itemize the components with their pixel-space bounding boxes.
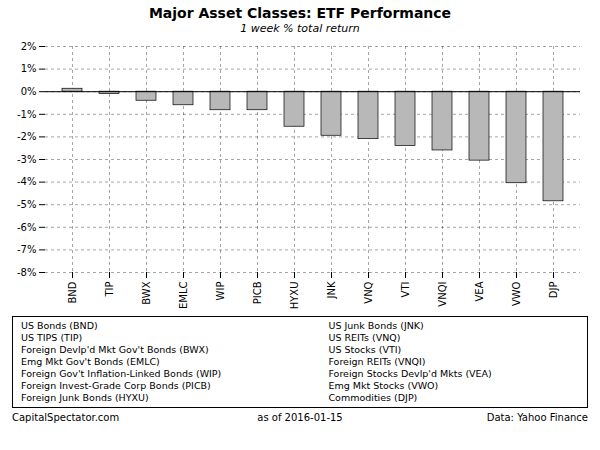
svg-text:VNQI: VNQI — [437, 282, 448, 307]
svg-text:DJP: DJP — [548, 282, 559, 299]
html-text:Foreign Stocks Devlp'd Mkts (V: Foreign Stocks Devlp'd Mkts (VEA) — [328, 368, 492, 379]
html-text:US Junk Bonds (JNK): US Junk Bonds (JNK) — [328, 320, 424, 331]
html-text:Major Asset Classes: ETF Perfo: Major Asset Classes: ETF Performance — [148, 5, 452, 21]
html-text:Foreign Junk Bonds (HYXU): Foreign Junk Bonds (HYXU) — [21, 392, 149, 403]
svg-text:BND: BND — [67, 281, 78, 303]
html-text:Foreign Devlp'd Mkt Gov't Bond: Foreign Devlp'd Mkt Gov't Bonds (BWX) — [21, 344, 209, 355]
html-text:US TIPS (TIP): US TIPS (TIP) — [21, 332, 83, 343]
svg-text:-1%: -1% — [17, 109, 36, 120]
svg-text:-6%: -6% — [17, 222, 36, 233]
svg-text:VNQ: VNQ — [363, 281, 374, 303]
svg-text:2%: 2% — [21, 41, 37, 52]
svg-text:-8%: -8% — [17, 267, 36, 278]
svg-text:1%: 1% — [21, 63, 37, 74]
html-text:Foreign Gov't Inflation-Linked: Foreign Gov't Inflation-Linked Bonds (WI… — [21, 368, 222, 379]
svg-text:VTI: VTI — [400, 282, 411, 298]
svg-text:HYXU: HYXU — [289, 282, 300, 310]
svg-text:-2%: -2% — [17, 131, 36, 142]
html-text:Emg Mkt Stocks (VWO): Emg Mkt Stocks (VWO) — [328, 380, 439, 391]
html-text:Commodities (DJP): Commodities (DJP) — [328, 392, 418, 403]
svg-text:-7%: -7% — [17, 244, 36, 255]
html-text:1 week % total return: 1 week % total return — [240, 22, 360, 35]
html-text:Foreign Invest-Grade Corp Bond: Foreign Invest-Grade Corp Bonds (PICB) — [21, 380, 211, 391]
svg-text:VWO: VWO — [511, 281, 522, 306]
svg-text:-3%: -3% — [17, 154, 36, 165]
html-text:US Bonds (BND): US Bonds (BND) — [21, 320, 98, 331]
svg-text:0%: 0% — [21, 86, 37, 97]
html-text:Emg Mkt Gov't Bonds (EMLC): Emg Mkt Gov't Bonds (EMLC) — [21, 356, 160, 367]
svg-text:PICB: PICB — [252, 281, 263, 304]
html-text:CapitalSpectator.com: CapitalSpectator.com — [12, 412, 120, 423]
svg-text:-4%: -4% — [17, 176, 36, 187]
html-text:Data: Yahoo Finance: Data: Yahoo Finance — [486, 412, 588, 423]
svg-text:EMLC: EMLC — [178, 281, 189, 309]
svg-text:WIP: WIP — [215, 282, 226, 301]
html-text:Foreign REITs (VNQI): Foreign REITs (VNQI) — [328, 356, 426, 367]
svg-text:BWX: BWX — [141, 281, 152, 304]
html-text:as of 2016-01-15: as of 2016-01-15 — [257, 412, 343, 423]
html-text:US Stocks (VTI): US Stocks (VTI) — [328, 344, 402, 355]
svg-text:TIP: TIP — [104, 282, 115, 298]
svg-text:-5%: -5% — [17, 199, 36, 210]
svg-text:JNK: JNK — [326, 281, 337, 299]
html-text:US REITs (VNQ): US REITs (VNQ) — [328, 332, 401, 343]
svg-text:VEA: VEA — [474, 281, 485, 301]
